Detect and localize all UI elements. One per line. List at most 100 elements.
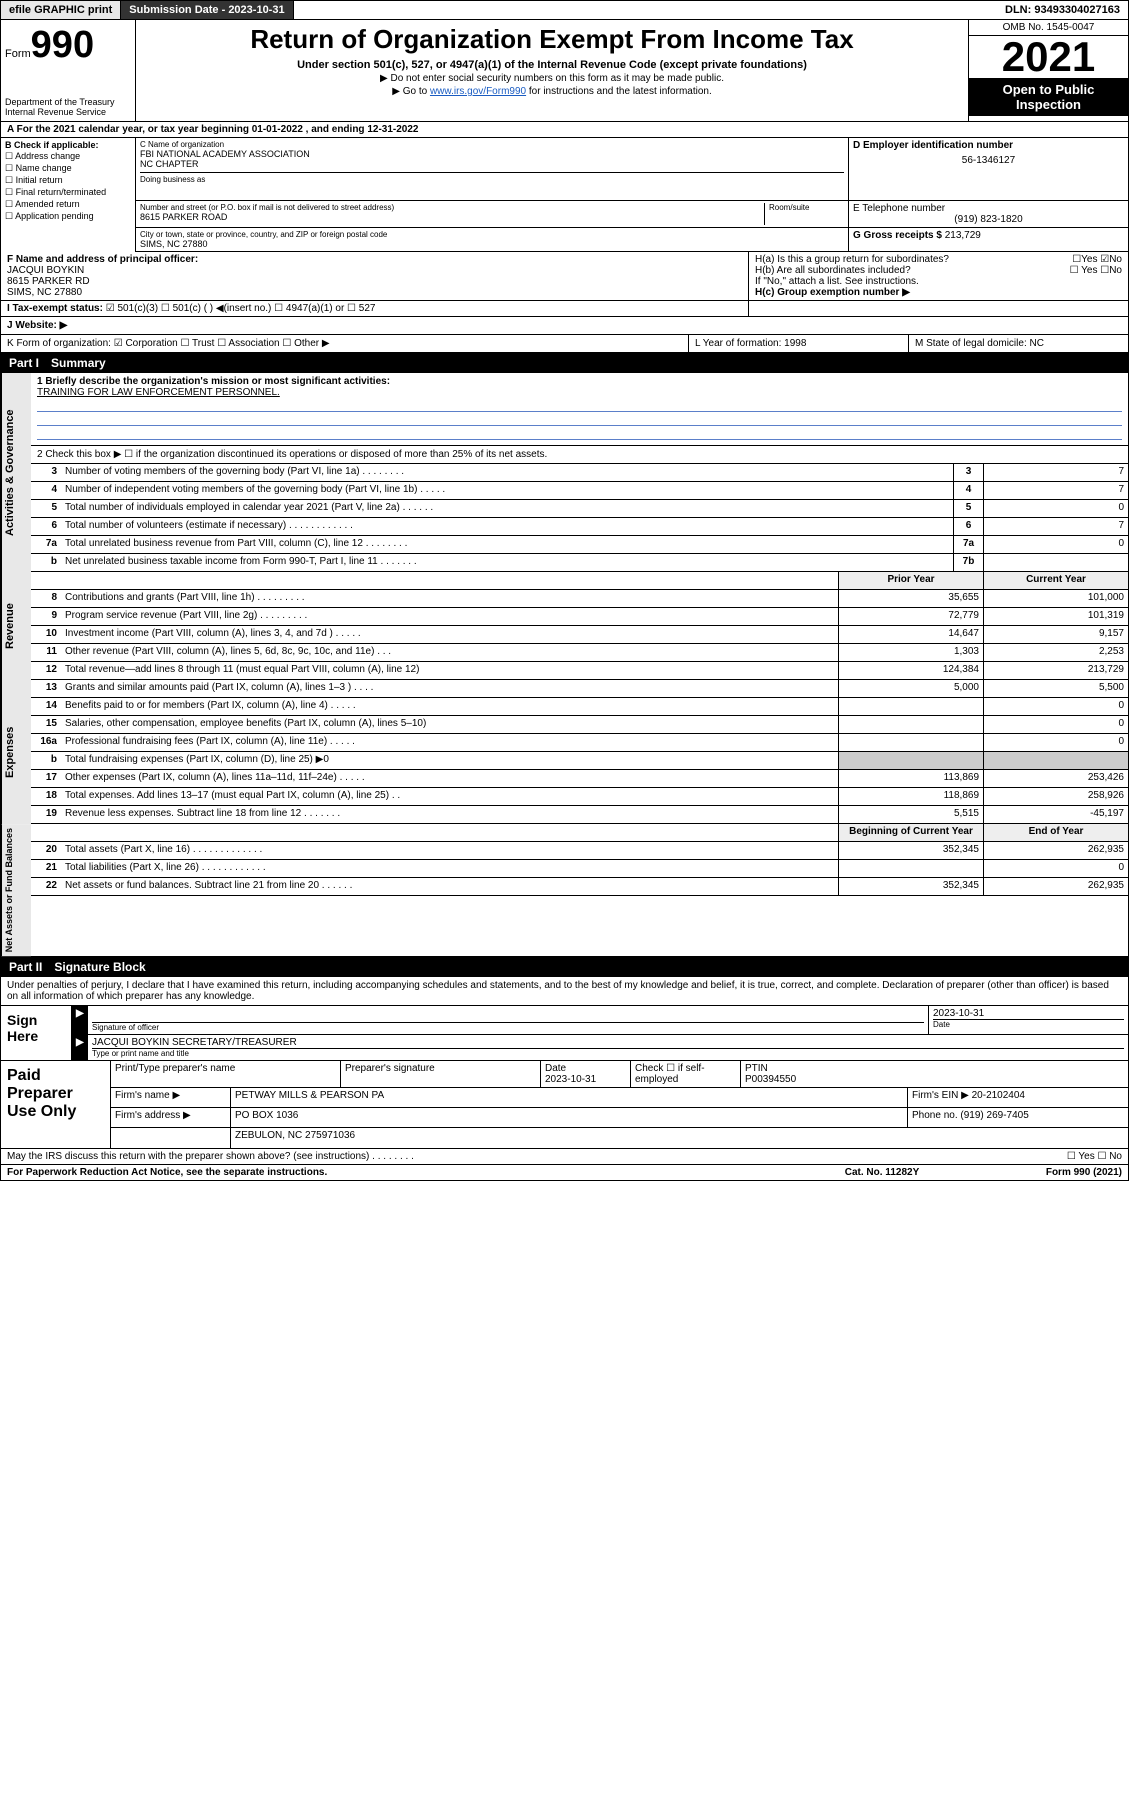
dln-value: DLN: 93493304027163	[997, 1, 1128, 19]
efile-button[interactable]: efile GRAPHIC print	[1, 1, 121, 19]
prep-date-label: Date	[545, 1063, 566, 1074]
na-section: Net Assets or Fund Balances Beginning of…	[0, 824, 1129, 957]
phone-label: Phone no.	[912, 1110, 958, 1121]
exp-section: Expenses 13Grants and similar amounts pa…	[0, 680, 1129, 824]
summary-line: bTotal fundraising expenses (Part IX, co…	[31, 752, 1128, 770]
ein-value: 56-1346127	[853, 155, 1124, 166]
discuss-yn[interactable]: ☐ Yes ☐ No	[1067, 1151, 1122, 1162]
mission-q: 1 Briefly describe the organization's mi…	[37, 376, 1122, 387]
form-title: Return of Organization Exempt From Incom…	[142, 24, 962, 55]
summary-line: 6Total number of volunteers (estimate if…	[31, 518, 1128, 536]
rev-section: Revenue Prior Year Current Year 8Contrib…	[0, 572, 1129, 680]
section-bcde: B Check if applicable: ☐ Address change☐…	[0, 138, 1129, 252]
b-checkbox[interactable]: ☐ Name change	[5, 163, 131, 174]
b-checkbox[interactable]: ☐ Address change	[5, 151, 131, 162]
part1-header: Part ISummary	[0, 353, 1129, 373]
m-value: M State of legal domicile: NC	[908, 335, 1128, 352]
row-fh: F Name and address of principal officer:…	[0, 252, 1129, 301]
summary-line: 5Total number of individuals employed in…	[31, 500, 1128, 518]
officer-city: SIMS, NC 27880	[7, 287, 742, 298]
firm-phone: (919) 269-7405	[960, 1110, 1028, 1121]
row-klm: K Form of organization: ☑ Corporation ☐ …	[0, 335, 1129, 353]
d-label: D Employer identification number	[853, 140, 1124, 151]
hb-no[interactable]: ☐No	[1100, 265, 1122, 276]
officer-name: JACQUI BOYKIN	[7, 265, 742, 276]
summary-line: 9Program service revenue (Part VIII, lin…	[31, 608, 1128, 626]
summary-line: 16aProfessional fundraising fees (Part I…	[31, 734, 1128, 752]
summary-line: 20Total assets (Part X, line 16) . . . .…	[31, 842, 1128, 860]
line2[interactable]: 2 Check this box ▶ ☐ if the organization…	[31, 446, 1128, 464]
summary-line: 11Other revenue (Part VIII, column (A), …	[31, 644, 1128, 662]
col-heads-na: Beginning of Current Year End of Year	[31, 824, 1128, 842]
sig-officer-label: Signature of officer	[92, 1022, 924, 1032]
form-version: Form 990 (2021)	[972, 1167, 1122, 1178]
hc-label: H(c) Group exemption number ▶	[755, 287, 1122, 298]
arrow-icon: ▶	[71, 1035, 87, 1060]
dept-label: Department of the Treasury	[5, 97, 131, 107]
open-to-public: Open to Public Inspection	[969, 78, 1128, 116]
summary-line: 10Investment income (Part VIII, column (…	[31, 626, 1128, 644]
city-value: SIMS, NC 27880	[140, 239, 844, 249]
street-address: 8615 PARKER ROAD	[140, 212, 764, 222]
sign-here-label: Sign Here	[1, 1006, 71, 1060]
sig-name-value: JACQUI BOYKIN SECRETARY/TREASURER	[92, 1037, 1124, 1048]
row-j: J Website: ▶	[0, 317, 1129, 335]
firm-ein-label: Firm's EIN ▶	[912, 1090, 969, 1101]
part2-header: Part IISignature Block	[0, 957, 1129, 977]
summary-line: 7aTotal unrelated business revenue from …	[31, 536, 1128, 554]
summary-line: bNet unrelated business taxable income f…	[31, 554, 1128, 572]
mission-a: TRAINING FOR LAW ENFORCEMENT PERSONNEL.	[37, 387, 1122, 398]
footer: For Paperwork Reduction Act Notice, see …	[0, 1165, 1129, 1181]
row-i: I Tax-exempt status: ☑ 501(c)(3) ☐ 501(c…	[0, 301, 1129, 317]
discuss-row: May the IRS discuss this return with the…	[0, 1149, 1129, 1165]
firm-addr2: ZEBULON, NC 275971036	[231, 1128, 1128, 1148]
hb-yes[interactable]: ☐ Yes	[1070, 265, 1098, 276]
firm-addr1: PO BOX 1036	[231, 1108, 908, 1127]
irs-link[interactable]: www.irs.gov/Form990	[430, 86, 526, 97]
ha-no[interactable]: ☑No	[1100, 254, 1122, 265]
b-checkbox[interactable]: ☐ Amended return	[5, 199, 131, 210]
vtab-revenue: Revenue	[1, 572, 31, 680]
k-value[interactable]: K Form of organization: ☑ Corporation ☐ …	[1, 335, 688, 352]
ha-yes[interactable]: ☐Yes	[1072, 254, 1097, 265]
section-b: B Check if applicable: ☐ Address change☐…	[1, 138, 136, 252]
f-label: F Name and address of principal officer:	[7, 254, 742, 265]
gov-section: Activities & Governance 1 Briefly descri…	[0, 373, 1129, 572]
row-a-taxyear: A For the 2021 calendar year, or tax yea…	[0, 122, 1129, 138]
signature-block: Under penalties of perjury, I declare th…	[0, 977, 1129, 1061]
b-checkbox[interactable]: ☐ Final return/terminated	[5, 187, 131, 198]
summary-line: 21Total liabilities (Part X, line 26) . …	[31, 860, 1128, 878]
firm-name: PETWAY MILLS & PEARSON PA	[231, 1088, 908, 1107]
self-employed-check[interactable]: Check ☐ if self-employed	[631, 1061, 741, 1087]
form-header: Form990 Department of the Treasury Inter…	[0, 20, 1129, 122]
dba-label: Doing business as	[140, 172, 844, 184]
c-name-label: C Name of organization	[140, 140, 844, 149]
summary-line: 13Grants and similar amounts paid (Part …	[31, 680, 1128, 698]
sig-date-value: 2023-10-31	[933, 1008, 1124, 1019]
irs-label: Internal Revenue Service	[5, 107, 131, 117]
vtab-expenses: Expenses	[1, 680, 31, 824]
gross-receipts: 213,729	[945, 230, 981, 241]
i-options[interactable]: ☑ 501(c)(3) ☐ 501(c) ( ) ◀(insert no.) ☐…	[106, 303, 376, 314]
summary-line: 15Salaries, other compensation, employee…	[31, 716, 1128, 734]
form-number: 990	[31, 24, 94, 66]
discuss-q: May the IRS discuss this return with the…	[7, 1151, 1067, 1162]
ha-label: H(a) Is this a group return for subordin…	[755, 254, 949, 265]
summary-line: 22Net assets or fund balances. Subtract …	[31, 878, 1128, 896]
summary-line: 4Number of independent voting members of…	[31, 482, 1128, 500]
vtab-netassets: Net Assets or Fund Balances	[1, 824, 31, 956]
submission-date: Submission Date - 2023-10-31	[121, 1, 293, 19]
summary-line: 8Contributions and grants (Part VIII, li…	[31, 590, 1128, 608]
org-name: FBI NATIONAL ACADEMY ASSOCIATION	[140, 149, 844, 159]
paid-preparer-block: Paid Preparer Use Only Print/Type prepar…	[0, 1061, 1129, 1149]
form-word: Form	[5, 48, 31, 60]
form-subtitle: Under section 501(c), 527, or 4947(a)(1)…	[142, 59, 962, 71]
b-label: B Check if applicable:	[5, 140, 131, 150]
summary-line: 17Other expenses (Part IX, column (A), l…	[31, 770, 1128, 788]
arrow-icon: ▶	[71, 1006, 87, 1034]
header-bar: efile GRAPHIC print Submission Date - 20…	[0, 0, 1129, 20]
sig-date-label: Date	[933, 1019, 1124, 1029]
b-checkbox[interactable]: ☐ Initial return	[5, 175, 131, 186]
addr-label: Number and street (or P.O. box if mail i…	[140, 203, 764, 212]
b-checkbox[interactable]: ☐ Application pending	[5, 211, 131, 222]
